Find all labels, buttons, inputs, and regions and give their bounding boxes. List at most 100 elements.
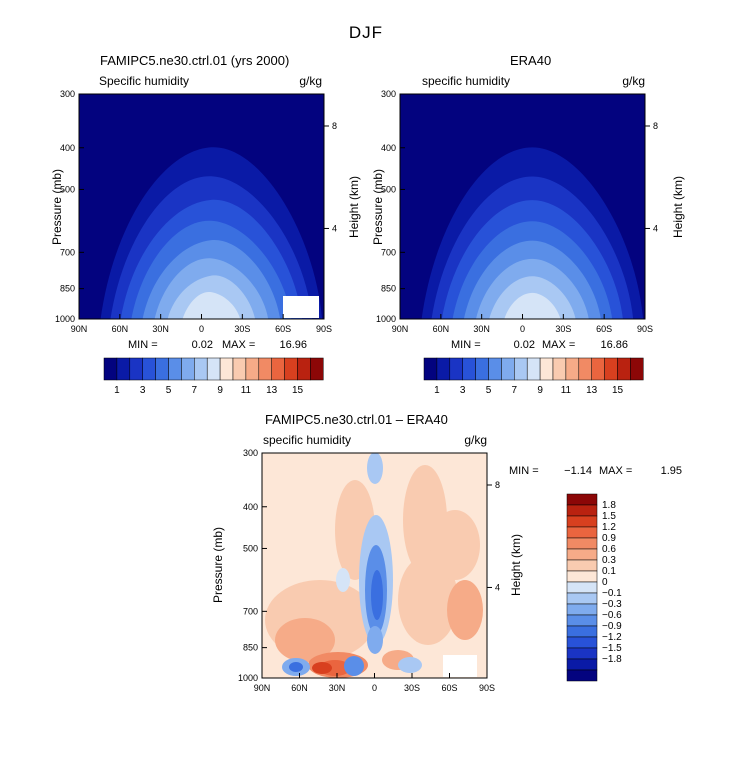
pressure-tick-label: 1000	[376, 314, 396, 324]
colorbar-swatch	[565, 357, 580, 381]
colorbar-label: 1.5	[602, 511, 616, 522]
panel-1-contours	[100, 147, 323, 319]
pressure-tick-label: 400	[60, 143, 75, 153]
difference-contour-blob	[336, 568, 350, 592]
colorbar-swatch	[566, 537, 598, 550]
colorbar-swatch	[258, 357, 272, 381]
colorbar-swatch	[449, 357, 463, 381]
height-tick-label: 4	[332, 223, 337, 233]
pressure-tick-label: 500	[381, 184, 396, 194]
panel-2-y-axis-label: Pressure (mb)	[371, 169, 385, 245]
latitude-tick-label: 30N	[473, 324, 490, 334]
pressure-tick-label: 300	[60, 89, 75, 99]
colorbar-swatch	[566, 614, 598, 627]
pressure-tick-label: 500	[243, 543, 258, 553]
panel-3-min-value: −1.14	[564, 465, 592, 477]
colorbar-swatch	[194, 357, 208, 381]
colorbar-swatch	[604, 357, 618, 381]
colorbar-label: 1.2	[602, 522, 616, 533]
height-tick-label: 4	[653, 223, 658, 233]
panel-2-latitude-ticks: 90N 60N 30N 0 30S 60S 90S	[392, 314, 653, 334]
panel-1-min-value: 0.02	[192, 339, 213, 351]
panel-3-contours	[265, 453, 483, 678]
panel-3-latitude-ticks: 90N 60N 30N 0 30S 60S 90S	[254, 673, 495, 693]
difference-contour-blob	[344, 656, 364, 676]
latitude-tick-label: 90S	[316, 324, 332, 334]
colorbar-label: 1	[114, 385, 120, 396]
panel-2-max-value: 16.86	[600, 339, 628, 351]
pressure-tick-label: 850	[60, 284, 75, 294]
latitude-tick-label: 90S	[637, 324, 653, 334]
panel-3-colorbar: 1.81.51.20.90.60.30.10−0.1−0.3−0.6−0.9−1…	[566, 493, 622, 682]
colorbar-label: −0.9	[602, 621, 622, 632]
panel-1-subtitle-left: Specific humidity	[99, 74, 189, 88]
humidity-contour-band	[504, 292, 561, 319]
colorbar-swatch	[297, 357, 311, 381]
colorbar-swatch	[578, 357, 592, 381]
panel-1-pressure-ticks: 300 400 500 700 850 1000	[55, 89, 84, 324]
panel-1-latitude-ticks: 90N 60N 30N 0 30S 60S 90S	[71, 314, 332, 334]
height-tick-label: 4	[495, 582, 500, 592]
panel-1-max-label: MAX =	[222, 339, 255, 351]
latitude-tick-label: 90N	[392, 324, 409, 334]
panel-1-title: FAMIPC5.ne30.ctrl.01 (yrs 2000)	[100, 53, 289, 68]
colorbar-swatch	[116, 357, 131, 381]
pressure-tick-label: 850	[381, 284, 396, 294]
difference-contour-blob	[367, 453, 383, 484]
colorbar-label: 1	[434, 385, 440, 396]
panel-3-pressure-ticks: 300 400 500 700 850 1000	[238, 448, 267, 683]
colorbar-label: 9	[537, 385, 543, 396]
colorbar-label: 13	[586, 385, 598, 396]
panel-2-units: g/kg	[622, 74, 645, 88]
colorbar-swatch	[617, 357, 631, 381]
colorbar-label: 9	[217, 385, 223, 396]
latitude-tick-label: 90N	[254, 683, 271, 693]
latitude-tick-label: 60S	[441, 683, 457, 693]
colorbar-swatch	[566, 592, 598, 605]
difference-contour-blob	[398, 555, 458, 645]
pressure-tick-label: 850	[243, 643, 258, 653]
difference-contour-blob	[430, 510, 480, 580]
colorbar-swatch	[206, 357, 221, 381]
latitude-tick-label: 90S	[479, 683, 495, 693]
colorbar-swatch	[284, 357, 298, 381]
difference-contour-blob	[398, 657, 422, 673]
panel-3-max-label: MAX =	[599, 465, 632, 477]
pressure-tick-label: 700	[243, 606, 258, 616]
latitude-tick-label: 0	[372, 683, 377, 693]
colorbar-swatch	[514, 357, 528, 381]
colorbar-swatch	[566, 669, 598, 682]
panel-1-max-value: 16.96	[279, 339, 307, 351]
height-tick-label: 8	[495, 480, 500, 490]
colorbar-swatch	[129, 357, 143, 381]
colorbar-label: −1.2	[602, 632, 622, 643]
colorbar-swatch	[103, 357, 118, 381]
colorbar-swatch	[566, 559, 598, 572]
colorbar-label: 3	[460, 385, 466, 396]
colorbar-label: 11	[241, 385, 252, 396]
panel-1-height-ticks: 84	[324, 121, 337, 233]
colorbar-swatch	[436, 357, 451, 381]
panel-2-height-ticks: 84	[645, 121, 658, 233]
colorbar-label: 0.9	[602, 533, 616, 544]
panel-2-title: ERA40	[510, 53, 551, 68]
colorbar-swatch	[552, 357, 567, 381]
panel-2-max-label: MAX =	[542, 339, 575, 351]
panel-3-subtitle-left: specific humidity	[263, 433, 351, 447]
colorbar-swatch	[526, 357, 541, 381]
panel-2-right-axis-label: Height (km)	[671, 176, 685, 238]
height-tick-label: 8	[332, 121, 337, 131]
humidity-contour-band	[182, 292, 241, 319]
latitude-tick-label: 30N	[152, 324, 169, 334]
colorbar-swatch	[501, 357, 515, 381]
colorbar-swatch	[630, 357, 644, 381]
difference-contour-blob	[289, 662, 303, 672]
colorbar-label: 3	[140, 385, 146, 396]
colorbar-swatch	[155, 357, 169, 381]
latitude-tick-label: 60N	[433, 324, 450, 334]
colorbar-label: 7	[192, 385, 198, 396]
panel-1-y-axis-label: Pressure (mb)	[50, 169, 64, 245]
panel-3-right-axis-label: Height (km)	[509, 534, 523, 596]
pressure-tick-label: 700	[381, 247, 396, 257]
